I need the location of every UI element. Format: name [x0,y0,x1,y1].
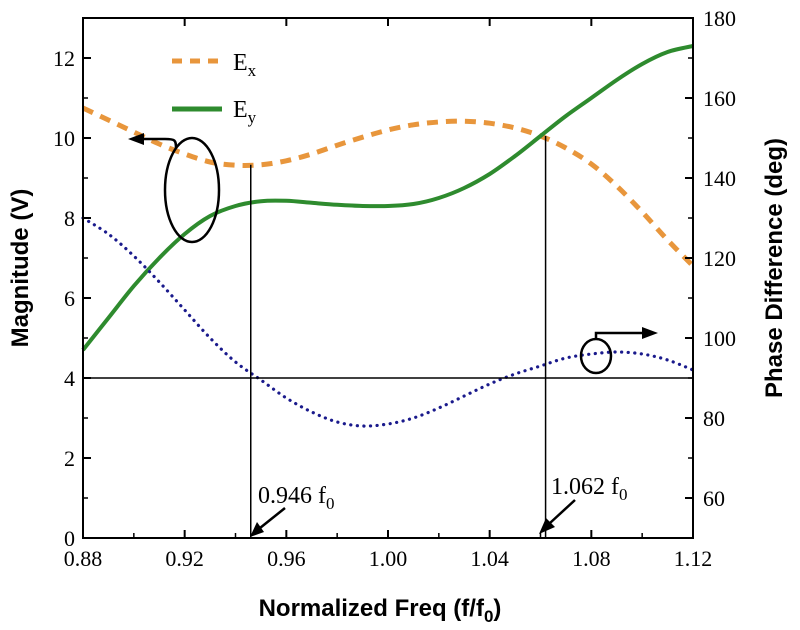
annotation-f1-arrow-line [259,507,286,529]
left-indicator-ellipse [163,136,221,244]
y-tick-label: 6 [64,286,75,311]
annotation-f2-arrowhead [539,518,555,534]
annotation-f1: 0.946 f0 [250,483,335,537]
legend-ey-label: Ey [233,97,257,127]
x-tick-label: 1.04 [470,546,509,571]
x-tick-label: 0.92 [165,546,204,571]
x-tick-label: 1.08 [572,546,611,571]
x-tick-label: 0.96 [267,546,306,571]
x-tick-label: 1.12 [674,546,713,571]
y-tick-label: 2 [64,446,75,471]
y-tick-label: 4 [64,366,75,391]
y-tick-label: 0 [64,526,75,551]
y-tick-label: 8 [64,206,75,231]
y-tick-label: 12 [53,46,75,71]
series-phase-line [81,216,695,428]
y2-tick-label: 140 [703,166,736,191]
legend: Ex Ey [172,50,257,127]
y2-tick-label: 120 [703,246,736,271]
right-axis-indicator [579,327,658,375]
annotation-f2: 1.062 f0 [539,474,628,534]
y-axis-title: Magnitude (V) [7,189,34,348]
reference-lines [83,136,693,538]
y2-tick-label: 160 [703,86,736,111]
annotation-f1-arrowhead [250,522,264,537]
x-tick-label: 1.00 [369,546,408,571]
y2-tick-label: 180 [703,6,736,31]
plot-frame [82,17,694,539]
y-tick-label: 10 [53,126,75,151]
right-indicator-arrowhead [642,327,658,339]
annotation-f2-arrow-line [549,499,576,524]
y2-tick-label: 60 [703,486,725,511]
series-ex-line [81,105,695,268]
right-indicator-ellipse [579,337,613,375]
right-indicator-arrow-line [594,331,642,340]
axes-group: 0.88 0.92 0.96 1.00 1.04 1.08 1.12 0 2 4 6 8 10 12 60 8… [53,6,736,571]
legend-ex-label: Ex [233,50,257,80]
annotation-f1-label: 0.946 f0 [258,483,335,513]
series-ey-line [81,44,694,352]
y2-axis-title: Phase Difference (deg) [761,138,788,398]
y2-tick-label: 100 [703,326,736,351]
left-indicator-arrow-line [140,137,178,149]
y2-tick-label: 80 [703,406,725,431]
annotation-f2-label: 1.062 f0 [551,474,628,504]
x-axis-title: Normalized Freq (f/f0) [259,595,502,626]
series-group [81,44,695,428]
x-tick-label: 0.88 [64,546,103,571]
left-axis-indicator [128,133,221,244]
left-indicator-arrowhead [128,133,144,145]
